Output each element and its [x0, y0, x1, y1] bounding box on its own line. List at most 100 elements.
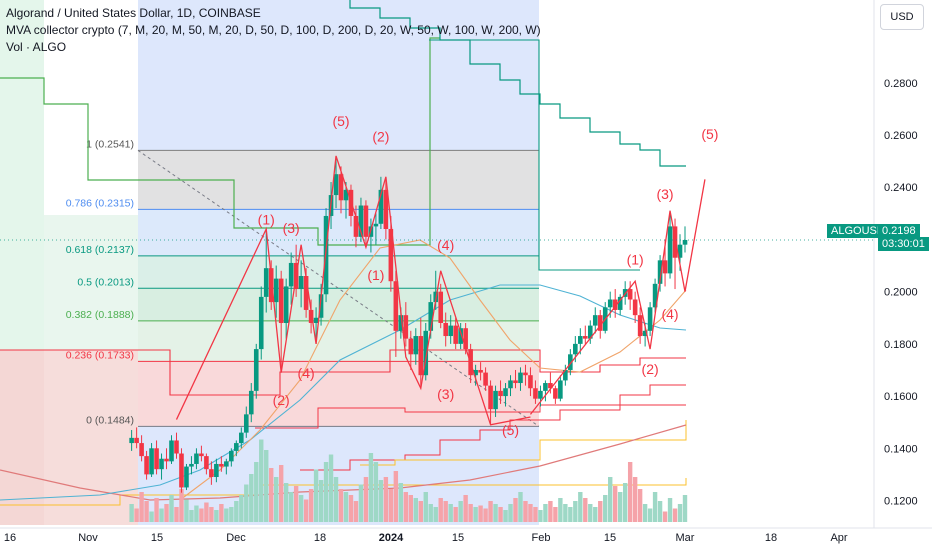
- candle-body: [169, 440, 174, 462]
- fib-level-label: 0 (0.1484): [86, 414, 134, 426]
- time-tick-label: Feb: [532, 532, 551, 544]
- volume-bar: [293, 486, 299, 522]
- candle-body: [204, 456, 209, 470]
- candle-body: [548, 383, 553, 389]
- volume-bar: [553, 507, 558, 522]
- volume-bar: [632, 477, 638, 522]
- wave-label: (1): [627, 251, 644, 267]
- volume-bar: [438, 498, 443, 522]
- candle-body: [134, 437, 139, 444]
- candle-body: [378, 189, 384, 224]
- volume-bar: [483, 508, 488, 522]
- candle-body: [592, 315, 598, 326]
- candle-body: [498, 390, 503, 397]
- candle-body: [333, 174, 339, 196]
- volume-bar: [298, 495, 304, 522]
- volume-bar: [418, 501, 423, 522]
- candle-body: [438, 291, 444, 323]
- volume-bar: [433, 507, 438, 522]
- volume-bar: [348, 495, 354, 522]
- volume-bar: [593, 507, 598, 522]
- volume-bar: [573, 501, 578, 522]
- volume-bar: [318, 480, 324, 522]
- candle-body: [657, 260, 663, 284]
- volume-bar: [403, 492, 409, 522]
- volume-bar: [323, 462, 329, 522]
- volume-bar: [448, 504, 453, 522]
- volume-bar: [229, 507, 234, 522]
- volume-bar: [622, 483, 628, 522]
- volume-bar: [617, 492, 623, 522]
- volume-bar: [672, 508, 678, 522]
- fib-band: [138, 320, 539, 362]
- volume-bar: [184, 499, 189, 522]
- candle-body: [219, 463, 224, 467]
- volume-bar: [144, 501, 149, 522]
- fib-level-label: 0.382 (0.1888): [66, 309, 134, 321]
- volume-bar: [608, 477, 613, 522]
- candle-body: [503, 388, 508, 397]
- wave-label: (4): [298, 365, 315, 381]
- volume-bar: [682, 495, 688, 522]
- volume-bar: [308, 489, 314, 522]
- candle-body: [393, 281, 399, 331]
- candle-body: [273, 278, 279, 303]
- candle-body: [194, 453, 199, 464]
- volume-bar: [603, 495, 608, 522]
- candle-body: [667, 226, 673, 274]
- volume-bar: [498, 507, 503, 522]
- volume-bar: [652, 492, 658, 522]
- volume-bar: [588, 504, 593, 522]
- volume-bar: [288, 492, 294, 522]
- wave-label: (4): [661, 306, 678, 322]
- candle-body: [234, 443, 239, 451]
- candle-body: [488, 385, 493, 410]
- time-tick-label: Mar: [676, 532, 695, 544]
- wave-label: (2): [372, 129, 389, 145]
- wave-label: (4): [437, 237, 454, 253]
- volume-bar: [134, 508, 139, 522]
- volume-bar: [468, 504, 473, 522]
- candle-body: [493, 390, 498, 410]
- volume-bar: [179, 489, 184, 522]
- volume-bar: [667, 498, 673, 522]
- volume-bar: [149, 511, 154, 522]
- volume-bar: [642, 504, 648, 522]
- volume-bar: [273, 477, 279, 522]
- volume-bar: [159, 508, 164, 522]
- candle-body: [418, 336, 424, 376]
- wave-line: [175, 155, 531, 426]
- candle-body: [184, 466, 189, 488]
- fib-level-label: 0.786 (0.2315): [66, 197, 134, 209]
- volume-bar: [598, 501, 603, 522]
- volume-bar: [343, 492, 349, 522]
- volume-bar: [338, 489, 344, 522]
- price-tick-label: 0.2600: [884, 130, 918, 142]
- time-tick-label: 18: [765, 532, 777, 544]
- volume-bar: [463, 495, 468, 522]
- candle-body: [518, 372, 523, 384]
- volume-bar: [548, 501, 553, 522]
- candle-body: [652, 283, 658, 308]
- volume-bar: [169, 495, 174, 522]
- volume-bar: [488, 501, 493, 522]
- time-tick-label: 2024: [379, 532, 404, 544]
- candle-body: [423, 330, 429, 376]
- volume-bar: [568, 507, 573, 522]
- fib-level-label: 0.5 (0.2013): [77, 276, 134, 288]
- candle-body: [453, 325, 458, 344]
- wave-label: (3): [437, 386, 454, 402]
- volume-bar: [528, 504, 533, 522]
- currency-button[interactable]: USD: [880, 4, 924, 30]
- candle-body: [159, 458, 164, 470]
- candle-body: [358, 205, 364, 237]
- candle-body: [189, 463, 194, 467]
- ma-step-green: [0, 37, 440, 246]
- symbol-badge-price: 0.2198: [878, 224, 920, 238]
- volume-bar: [518, 492, 523, 522]
- fib-band: [138, 255, 539, 289]
- volume-bar: [328, 454, 334, 522]
- volume-legend: Vol · ALGO: [6, 40, 67, 54]
